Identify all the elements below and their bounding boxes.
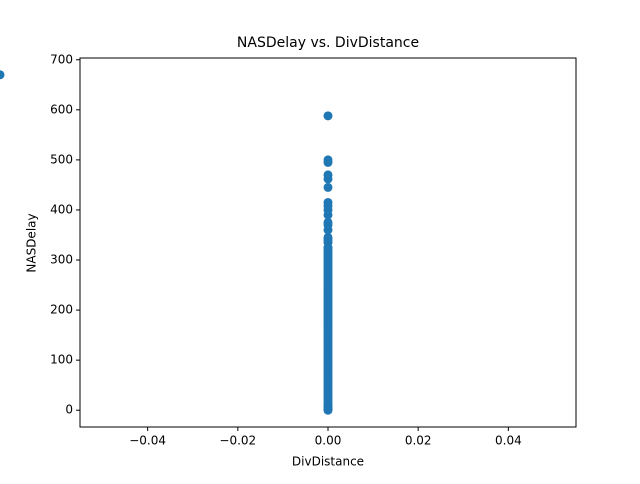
x-tick-label: −0.04 (129, 434, 166, 448)
x-tick-label: 0.02 (405, 434, 432, 448)
y-tick-label: 300 (50, 253, 73, 267)
point (323, 170, 333, 180)
y-tick-label: 700 (50, 52, 73, 66)
y-tick-label: 100 (50, 353, 73, 367)
y-tick-label: 0 (65, 403, 73, 417)
y-tick-label: 600 (50, 102, 73, 116)
y-tick-label: 200 (50, 303, 73, 317)
y-tick-label: 400 (50, 202, 73, 216)
plot-frame (79, 57, 577, 428)
point (323, 111, 333, 121)
x-tick-label: −0.02 (219, 434, 256, 448)
x-tick-label: 0.00 (315, 434, 342, 448)
point (323, 197, 333, 207)
y-tick-label: 500 (50, 152, 73, 166)
point (0, 70, 5, 80)
x-axis-label: DivDistance (292, 455, 364, 469)
chart-title: NASDelay vs. DivDistance (237, 35, 419, 51)
x-tick-label: 0.04 (495, 434, 522, 448)
y-axis-label: NASDelay (25, 213, 39, 272)
point (323, 232, 333, 242)
point (323, 155, 333, 165)
point (323, 217, 333, 227)
point (323, 182, 333, 192)
